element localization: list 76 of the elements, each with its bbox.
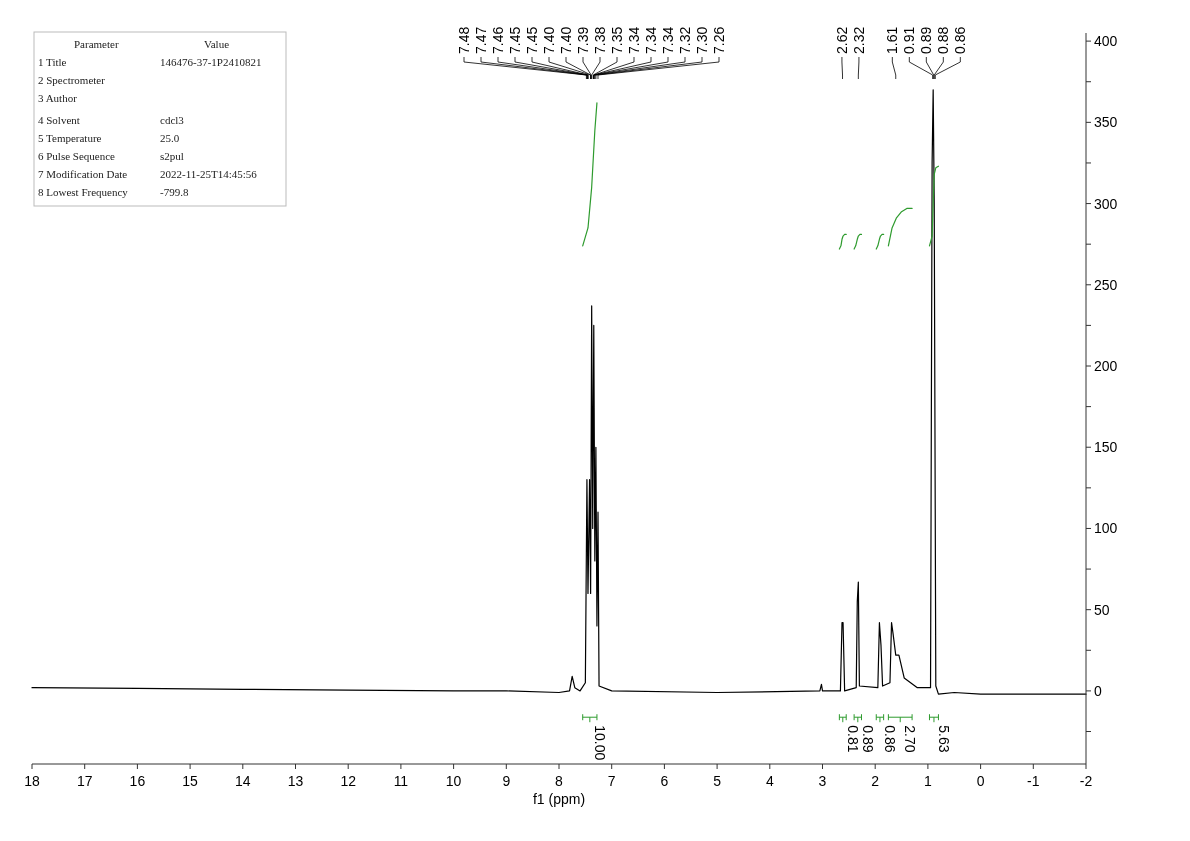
x-tick-label: 12 [340,773,357,789]
annotation: 7.47 [473,26,490,54]
line-series [875,233,885,250]
x-tick-label: 3 [818,773,827,789]
y-tick-label: 300 [1094,195,1118,212]
x-tick-label: 4 [765,773,774,789]
text: 7 Modification Date 2022-11-25T14:45:56 [38,168,257,180]
annotation: 0.81 [844,725,861,753]
x-tick-label: 14 [235,773,251,789]
y-tick-label: 100 [1094,520,1118,537]
x-tick-label: 10 [445,773,462,789]
x-tick-label: 2 [871,773,880,789]
annotation: 7.46 [490,26,507,54]
line-series [31,89,1087,695]
y-tick-label: 0 [1094,682,1102,699]
annotation: 2 Spectrometer [38,74,106,86]
annotation: 7.35 [609,26,626,54]
x-tick-label: 0 [976,773,985,789]
y-tick-label: 200 [1094,358,1118,375]
line-series [853,233,863,250]
annotation: 7.30 [694,26,711,54]
annotation: 7.39 [575,26,592,54]
y-tick-label: 400 [1094,33,1118,50]
x-tick-label: 5 [713,773,722,789]
x-tick-label: 1 [924,773,932,789]
annotation: 7.26 [711,26,728,54]
annotation: 0.88 [935,26,952,54]
annotation: 10.00 [591,725,608,761]
x-tick-label: 11 [393,773,409,789]
annotation: 2.62 [833,26,850,54]
x-tick-label: -1 [1027,773,1040,789]
x-tick-label: -2 [1079,773,1093,789]
annotation: 5.63 [935,725,952,753]
text: Parameter Value [74,38,230,50]
annotation: 7.40 [541,26,558,54]
annotation: 0.89 [918,26,935,54]
text: 6 Pulse Sequence s2pul [38,150,184,162]
text: 1 Title 146476-37-1P2410821 [38,56,262,68]
annotation: 2.32 [850,26,867,54]
annotation: 0.86 [881,725,898,753]
x-tick-label: 9 [502,773,511,789]
x-tick-label: 8 [555,773,564,789]
annotation: 7.32 [677,26,694,54]
y-tick-label: 350 [1094,114,1118,131]
line-series [838,233,847,250]
annotation: 0.91 [901,26,918,54]
x-tick-label: 15 [182,773,199,789]
x-tick-label: 7 [607,773,616,789]
line-series [582,102,598,247]
annotation: 7.34 [660,26,677,54]
x-tick-label: 13 [287,773,304,789]
annotation: 7.45 [524,26,541,54]
annotation: 7.34 [626,26,643,54]
annotation: 7.38 [592,26,609,54]
annotation: 7.34 [643,26,660,54]
text: 8 Lowest Frequency -799.8 [38,186,189,198]
text: 4 Solvent cdcl3 [38,114,184,126]
annotation: 7.48 [456,26,473,54]
annotation: 0.86 [952,26,969,54]
x-axis-title: f1 (ppm) [532,791,586,807]
y-tick-label: 150 [1094,439,1118,456]
x-tick-label: 6 [660,773,669,789]
line-series [887,207,913,247]
annotation: 7.40 [558,26,575,54]
x-tick-label: 18 [24,773,40,789]
annotation: 1.61 [884,26,901,54]
annotation: 0.89 [859,725,876,753]
annotation: 3 Author [38,92,78,104]
text: 5 Temperature 25.0 [38,132,180,144]
x-tick-label: 16 [129,773,146,789]
x-tick-label: 17 [76,773,93,789]
annotation: 2.70 [902,725,919,753]
annotation: 7.45 [507,26,524,54]
y-tick-label: 50 [1094,601,1110,618]
line-series [928,165,940,247]
y-tick-label: 250 [1094,276,1118,293]
